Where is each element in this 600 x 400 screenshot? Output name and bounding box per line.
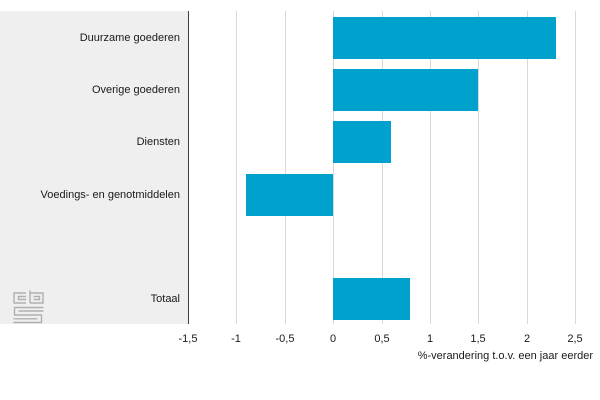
gridline-1.5: [477, 11, 479, 324]
gridline-0.5: [381, 11, 383, 324]
bar-overige-goederen: [333, 69, 478, 111]
gridline-1: [429, 11, 431, 324]
gridline-0: [332, 11, 334, 324]
category-label-totaal: Totaal: [150, 293, 180, 305]
x-tick-label-3: 0: [329, 333, 337, 345]
bar-diensten: [333, 121, 391, 163]
x-tick-label-5: 1: [426, 333, 434, 345]
x-tick-label-4: 0,5: [374, 333, 390, 345]
gridline-2.5: [574, 11, 576, 324]
cbs-logo: [13, 290, 44, 324]
gridline-2: [526, 11, 528, 324]
category-label-overige-goederen: Overige goederen: [91, 84, 180, 96]
gridline--0.5: [284, 11, 286, 324]
x-tick-label-0: -1,5: [178, 333, 198, 345]
x-tick-label-8: 2,5: [567, 333, 583, 345]
x-tick-label-1: -1: [231, 333, 241, 345]
category-label-diensten: Diensten: [136, 136, 180, 148]
category-label-duurzame-goederen: Duurzame goederen: [79, 32, 180, 44]
x-tick-label-2: -0,5: [275, 333, 295, 345]
category-label-voedings-en-genotmiddelen: Voedings- en genotmiddelen: [40, 189, 180, 201]
category-panel: [0, 11, 188, 324]
x-tick-label-7: 2: [523, 333, 531, 345]
x-axis-title: %-verandering t.o.v. een jaar eerder: [417, 350, 593, 362]
bar-duurzame-goederen: [333, 17, 556, 59]
gridline--1: [235, 11, 237, 324]
bar-voedings-en-genotmiddelen: [246, 174, 333, 216]
y-axis-line: [187, 11, 189, 324]
x-tick-label-6: 1,5: [470, 333, 486, 345]
bar-totaal: [333, 278, 410, 320]
